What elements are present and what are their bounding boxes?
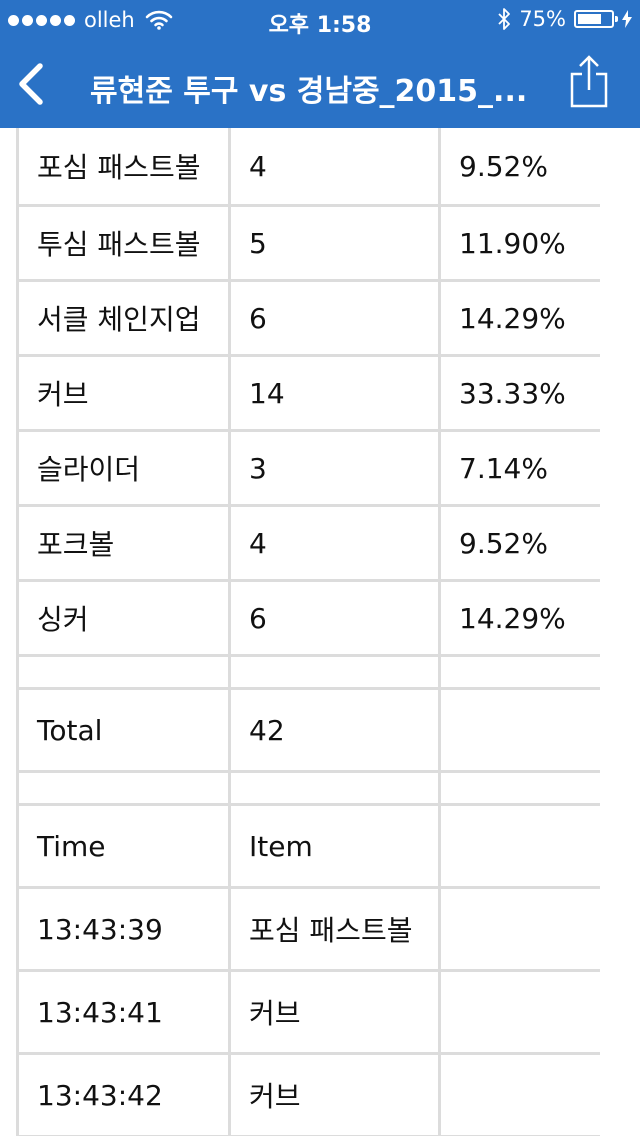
pitch-percent-cell: 33.33% — [438, 354, 600, 432]
pitch-count-cell: 6 — [228, 579, 441, 657]
table-row: 슬라이더 3 7.14% — [16, 429, 600, 507]
spacer-row — [16, 654, 600, 690]
share-icon — [570, 55, 608, 108]
item-header-cell: Item — [228, 803, 441, 889]
log-header-row: Time Item — [16, 803, 600, 889]
pitch-name-cell: 투심 패스트볼 — [16, 204, 231, 282]
pitch-percent-cell: 14.29% — [438, 579, 600, 657]
log-row: 13:43:41 커브 — [16, 969, 600, 1055]
log-row: 13:43:39 포심 패스트볼 — [16, 886, 600, 972]
pitch-name-cell: 포크볼 — [16, 504, 231, 582]
log-item-cell: 커브 — [228, 1052, 441, 1136]
charging-icon — [622, 10, 632, 28]
table-row: 투심 패스트볼 5 11.90% — [16, 204, 600, 282]
pitch-percent-cell: 14.29% — [438, 279, 600, 357]
table-row: 커브 14 33.33% — [16, 354, 600, 432]
battery-level-fill — [578, 14, 601, 24]
pitch-percent-cell: 7.14% — [438, 429, 600, 507]
status-time: 오후 1:58 — [268, 13, 372, 38]
pitch-name-cell: 싱커 — [16, 579, 231, 657]
chevron-left-icon — [19, 63, 43, 105]
table-row: 포크볼 4 9.52% — [16, 504, 600, 582]
table-row: 서클 체인지업 6 14.29% — [16, 279, 600, 357]
pitch-name-cell: 포심 패스트볼 — [16, 128, 231, 207]
log-time-cell: 13:43:41 — [16, 969, 231, 1055]
log-item-cell: 포심 패스트볼 — [228, 886, 441, 972]
app-header: olleh 오후 1:58 75% — [0, 0, 640, 128]
signal-strength-icon — [8, 14, 75, 26]
total-label-cell: Total — [16, 687, 231, 773]
pitch-count-cell: 4 — [228, 128, 441, 207]
pitch-count-cell: 4 — [228, 504, 441, 582]
pitch-name-cell: 슬라이더 — [16, 429, 231, 507]
log-item-cell: 커브 — [228, 969, 441, 1055]
pitch-count-cell: 5 — [228, 204, 441, 282]
stats-table: 포심 패스트볼 4 9.52% 투심 패스트볼 5 11.90% 서클 체인지업… — [16, 128, 600, 1136]
battery-icon — [574, 10, 618, 28]
status-right: 75% — [497, 7, 632, 31]
pitch-name-cell: 커브 — [16, 354, 231, 432]
log-row: 13:43:42 커브 — [16, 1052, 600, 1136]
time-header-cell: Time — [16, 803, 231, 889]
pitch-percent-cell: 11.90% — [438, 204, 600, 282]
share-button[interactable] — [568, 54, 610, 110]
status-bar: olleh 오후 1:58 75% — [0, 0, 640, 40]
log-time-cell: 13:43:39 — [16, 886, 231, 972]
total-value-cell: 42 — [228, 687, 441, 773]
table-row: 싱커 6 14.29% — [16, 579, 600, 657]
battery-percent: 75% — [519, 7, 566, 31]
log-time-cell: 13:43:42 — [16, 1052, 231, 1136]
pitch-percent-cell: 9.52% — [438, 128, 600, 207]
pitch-count-cell: 14 — [228, 354, 441, 432]
status-left: olleh — [8, 8, 173, 32]
total-row: Total 42 — [16, 687, 600, 773]
carrier-name: olleh — [84, 8, 135, 32]
pitch-percent-cell: 9.52% — [438, 504, 600, 582]
bluetooth-icon — [498, 8, 511, 30]
pitch-count-cell: 3 — [228, 429, 441, 507]
page-title: 류현준 투구 vs 경남중_2015_... — [90, 74, 528, 109]
back-button[interactable] — [10, 58, 54, 110]
wifi-icon — [145, 10, 173, 30]
table-row: 포심 패스트볼 4 9.52% — [16, 128, 600, 207]
navigation-bar: 류현준 투구 vs 경남중_2015_... — [0, 40, 640, 128]
pitch-name-cell: 서클 체인지업 — [16, 279, 231, 357]
spacer-row — [16, 770, 600, 806]
pitch-count-cell: 6 — [228, 279, 441, 357]
pitch-stats-table[interactable]: 포심 패스트볼 4 9.52% 투심 패스트볼 5 11.90% 서클 체인지업… — [16, 128, 600, 1136]
